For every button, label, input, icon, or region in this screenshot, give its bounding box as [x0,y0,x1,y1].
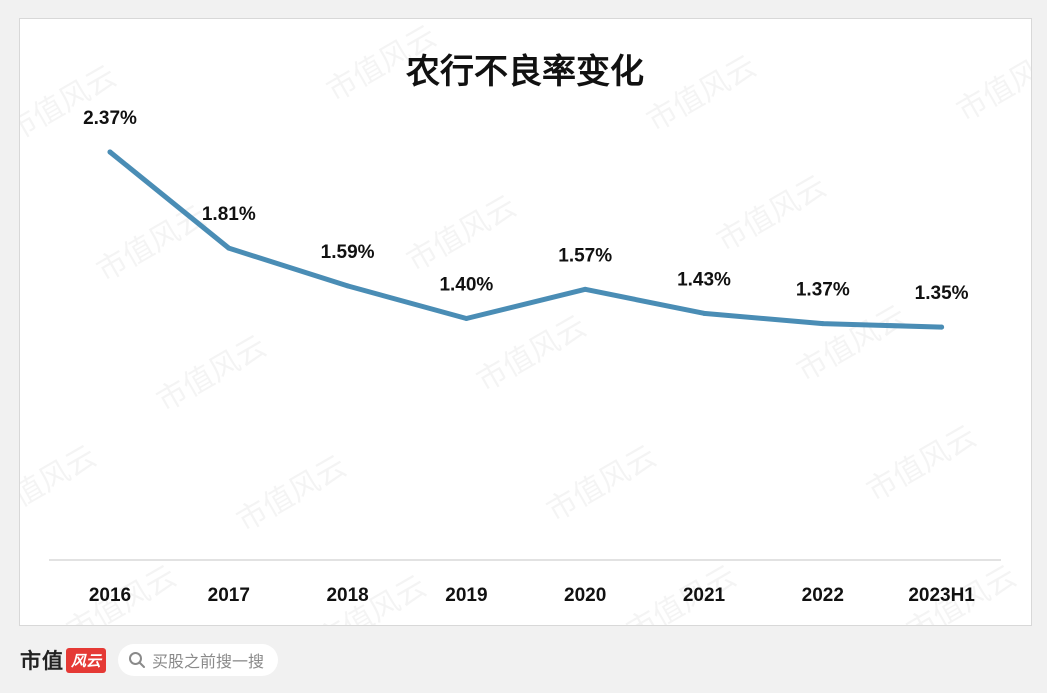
data-point [463,316,469,321]
brand-name: 市值 [20,648,64,673]
data-point [939,324,945,330]
data-point [701,310,707,316]
chart-card: 市值风云市值风云市值风云市值风云市值风云市值风云市值风云市值风云市值风云市值风云… [19,18,1032,626]
data-label-group: 2.37% 1.81% 1.59% 1.40% 1.57% 1.43% 1.37% 1.35% [83,108,969,304]
data-label: 1.35% [915,283,969,304]
data-label: 1.59% [321,242,375,263]
x-tick-label: 2022 [802,585,844,606]
data-point [226,245,232,251]
x-tick-label: 2017 [208,585,250,606]
data-label: 1.37% [796,280,850,301]
search-placeholder: 买股之前搜一搜 [152,654,265,671]
data-label: 1.57% [558,245,612,266]
data-label: 2.37% [83,108,137,129]
data-point [345,283,351,289]
footer: 市值 风云 买股之前搜一搜 [20,640,279,680]
data-label: 1.81% [202,204,256,225]
data-point [582,286,588,292]
x-tick-group: 2016 2017 2018 2019 2020 2021 2022 2023H1 [89,585,975,606]
x-tick-label: 2023H1 [908,585,975,606]
search-icon [129,652,146,668]
x-tick-label: 2021 [683,585,726,606]
chart-title: 农行不良率变化 [406,52,644,92]
line-chart: 农行不良率变化 2.37% 1.81% 1.59% 1.40% 1.57% 1.43% 1.… [49,52,1001,606]
x-tick-label: 2019 [445,585,487,606]
data-label: 1.40% [439,275,493,296]
brand-logo-badge: 风云 [66,647,107,673]
data-label: 1.43% [677,269,731,290]
data-point [820,321,826,327]
x-tick-label: 2018 [326,585,368,606]
data-point [107,149,113,155]
search-box[interactable]: 买股之前搜一搜 [118,644,279,676]
series-group [107,149,945,330]
x-tick-label: 2016 [89,585,131,606]
x-tick-label: 2020 [564,585,606,606]
series-line [107,149,945,330]
